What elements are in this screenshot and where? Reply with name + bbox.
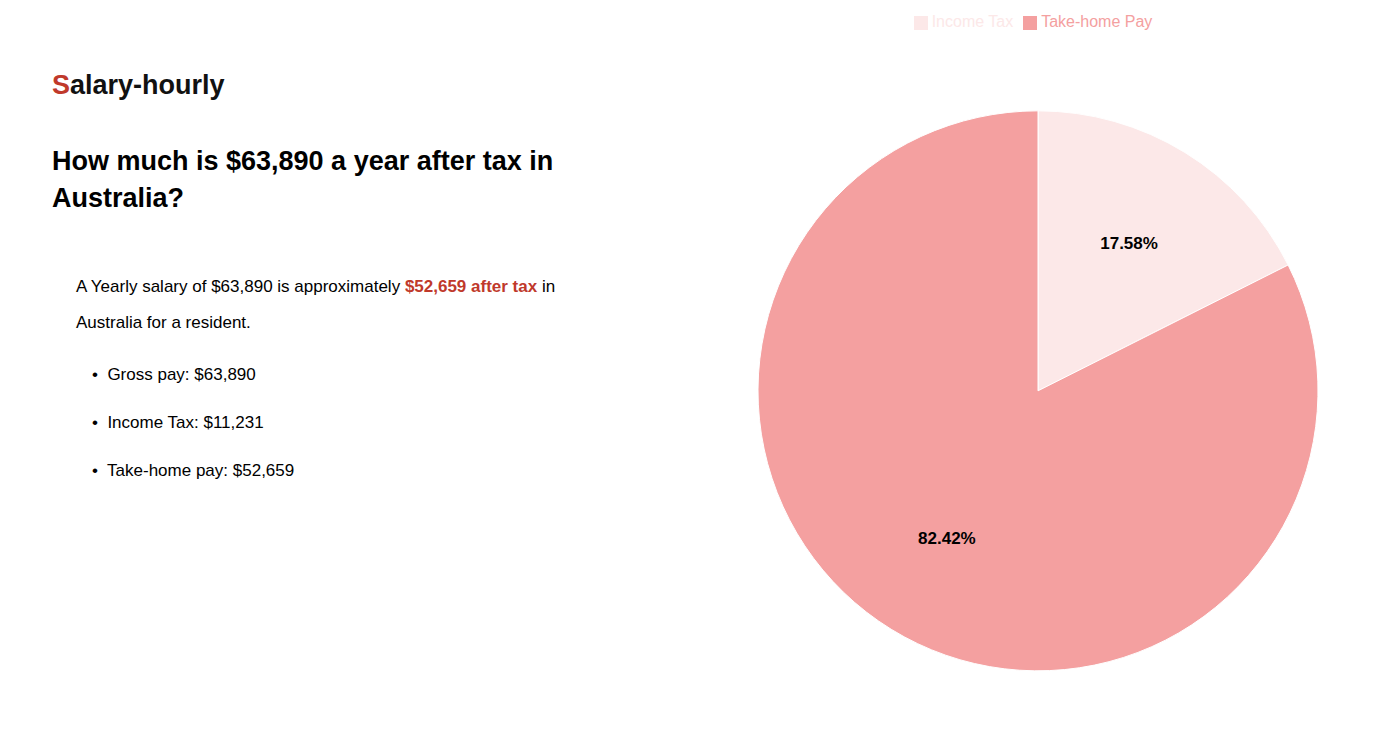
html-text:Australia?: Australia? [52,182,184,213]
html-text:How much is $63,890 a year aft: How much is $63,890 a year after tax in [52,146,554,177]
html-text:• Income Tax: $11,231: • Income Tax: $11,231 [92,413,264,433]
svg-text:82.42%: 82.42% [918,529,976,548]
html-text:Take-home Pay: Take-home Pay [1041,13,1153,30]
html-text:• Gross pay: $63,890: • Gross pay: $63,890 [92,365,256,385]
html-text:Australia for a resident.: Australia for a resident. [76,313,251,333]
html-text:Income Tax: Income Tax [931,13,1014,30]
html-text:• Take-home pay: $52,659: • Take-home pay: $52,659 [92,461,295,481]
html-text:A Yearly salary of $63,890 is: A Yearly salary of $63,890 is approximat… [76,277,556,296]
html-text:S alary-hourly: S alary-hourly [52,70,225,100]
svg-text:17.58%: 17.58% [1100,234,1158,253]
